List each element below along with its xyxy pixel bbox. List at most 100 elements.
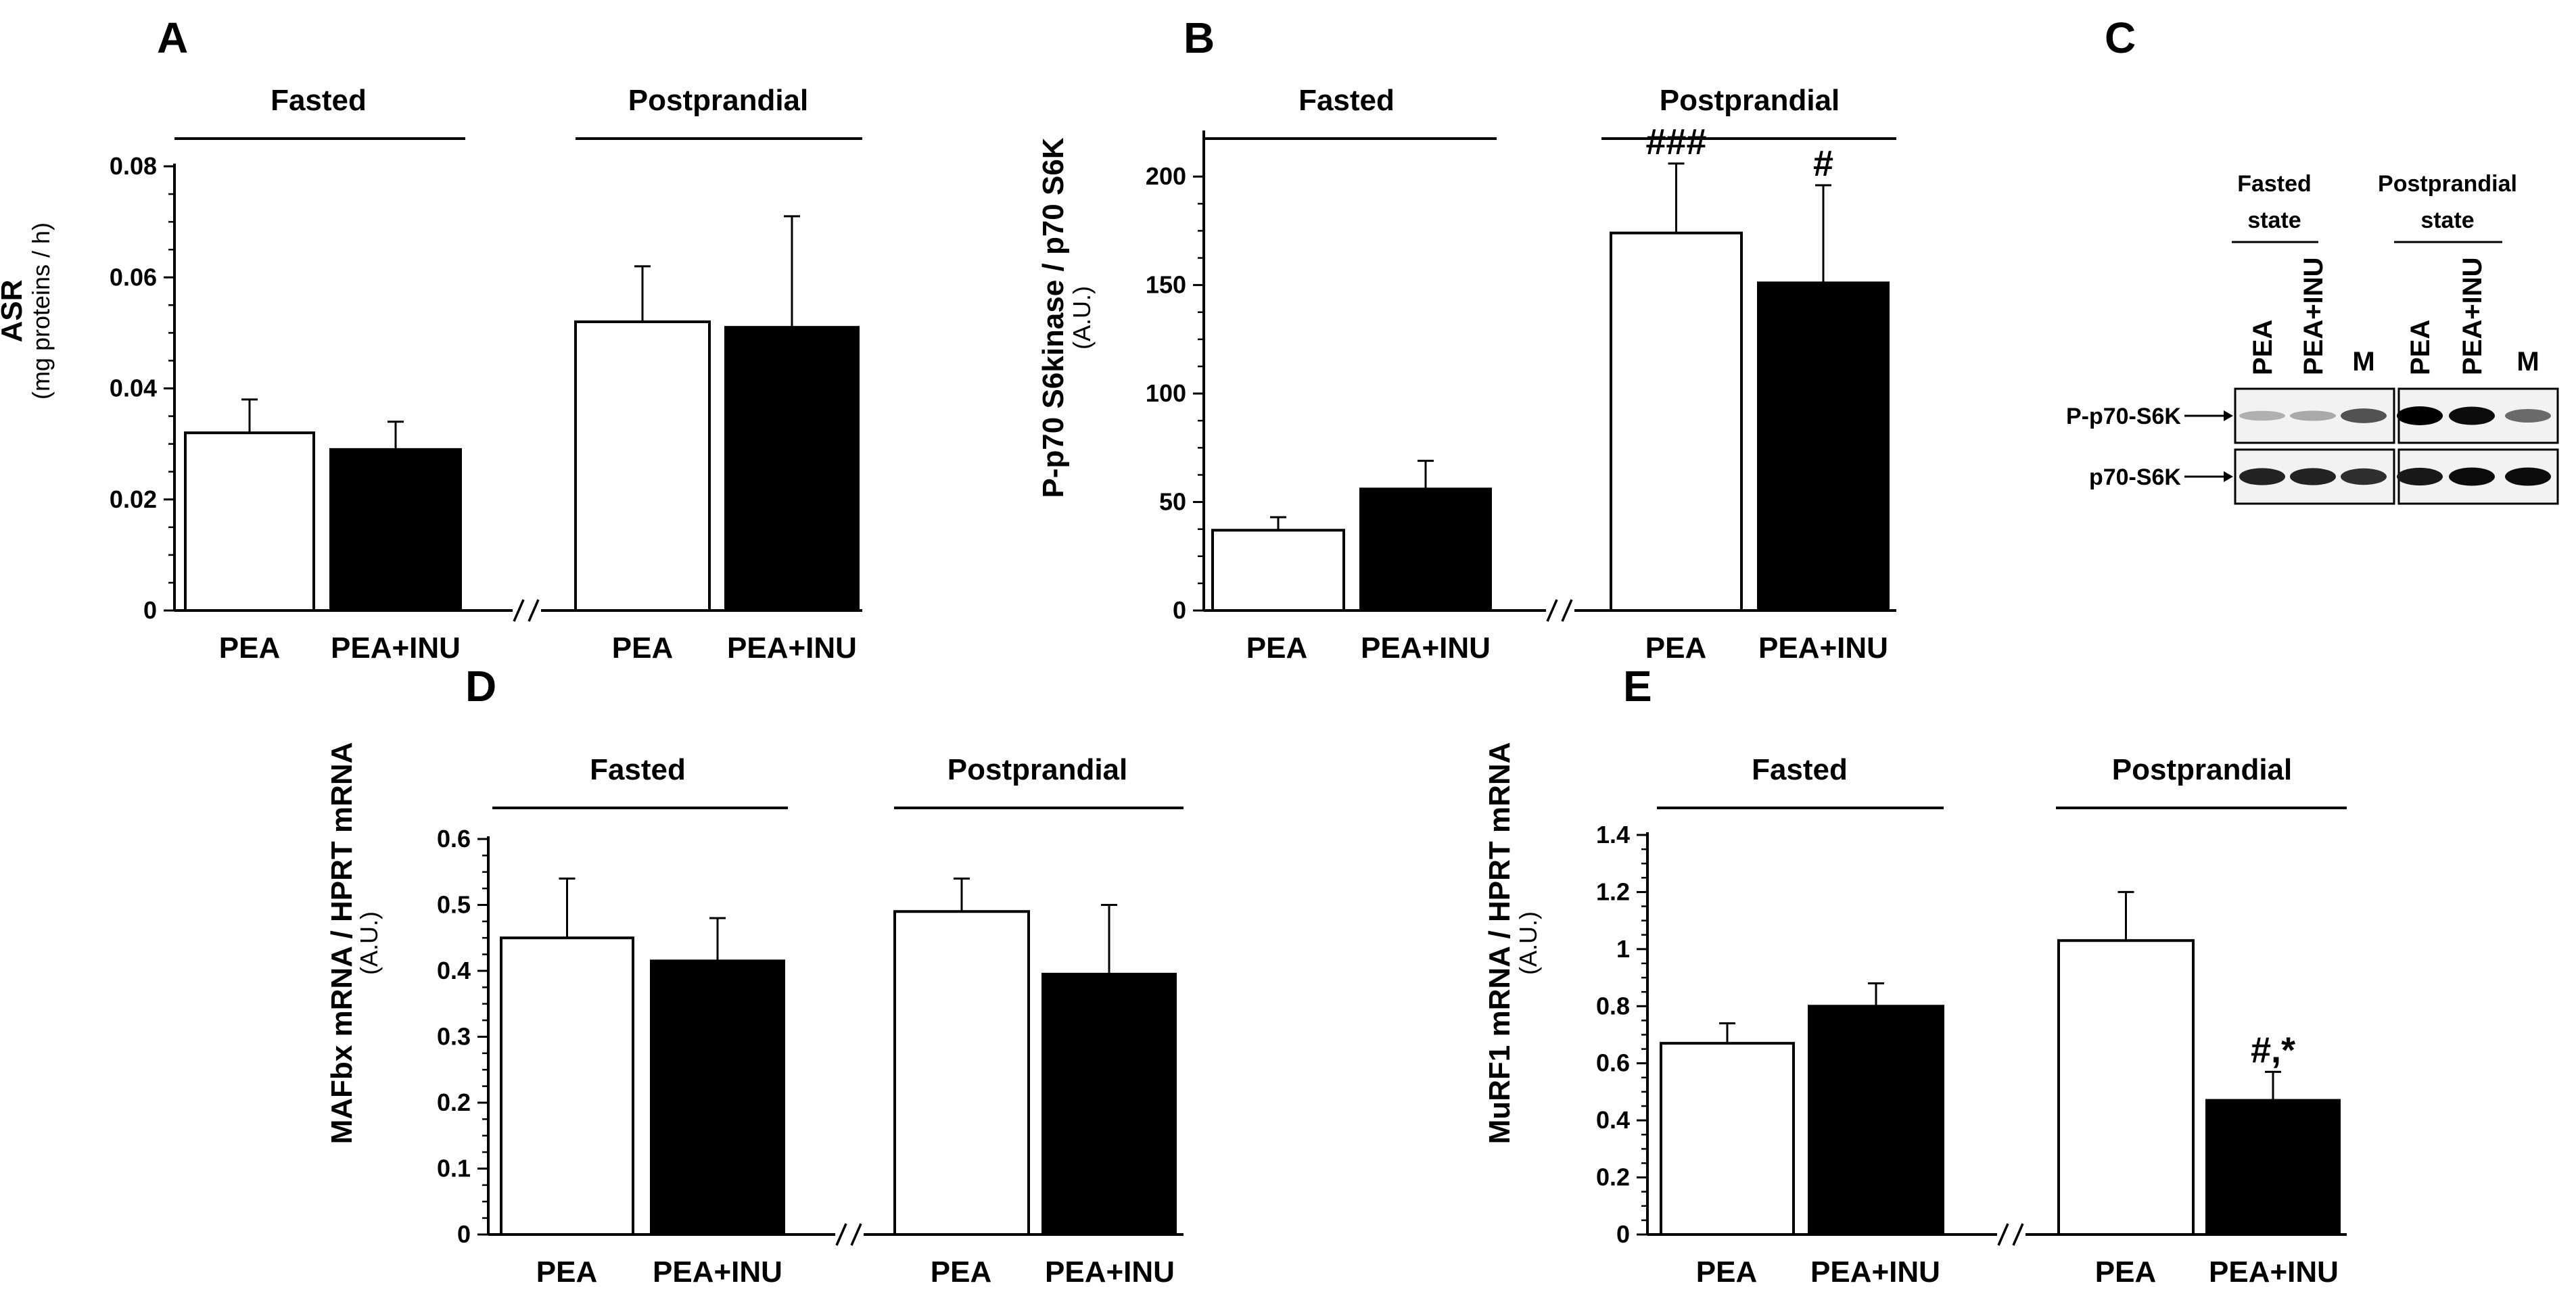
bar-d-fasted-pea — [500, 936, 634, 1236]
x-category-label: PEA — [931, 1255, 991, 1289]
bar-b-fasted-pea-inu — [1359, 487, 1492, 612]
axis-break-mark — [850, 1223, 862, 1246]
bar-d-fasted-pea-inu — [650, 959, 785, 1236]
bar-b-postprandial-pea — [1610, 231, 1743, 613]
panel-letter: D — [465, 662, 496, 711]
blot-band — [2239, 468, 2285, 485]
bar-e-fasted-pea-inu — [1808, 1005, 1944, 1237]
y-tick-label: 0.6 — [437, 825, 471, 853]
blot-band — [2397, 406, 2443, 425]
y-tick-label: 0 — [143, 596, 157, 624]
y-tick-label: 0.2 — [437, 1088, 471, 1116]
panel-letter: E — [1623, 662, 1652, 711]
x-category-label: PEA+INU — [653, 1255, 782, 1289]
x-category-label: PEA — [2095, 1255, 2156, 1289]
blot-band — [2341, 468, 2387, 485]
blot-band — [2239, 410, 2285, 421]
group-label-postprandial: Postprandial — [628, 84, 809, 117]
bar-a-postprandial-pea — [574, 320, 711, 612]
group-label-fasted: Fasted — [590, 753, 686, 786]
y-axis-sublabel: (mg proteins / h) — [27, 222, 55, 400]
panel-c-western-blot: C Fasted state Postprandial state PEA PEA+INU M… — [2066, 14, 2559, 505]
y-tick-label: 0.08 — [110, 152, 157, 180]
x-category-label: PEA — [612, 631, 673, 665]
blot-band — [2341, 408, 2387, 423]
x-category-label: PEA+INU — [2209, 1255, 2339, 1289]
y-axis-label: MAFbx mRNA / HPRT mRNA — [325, 742, 358, 1145]
arrow-icon — [2224, 410, 2233, 421]
y-axis-label: P-p70 S6kinase / p70 S6K — [1037, 137, 1070, 498]
group-label-fasted: Fasted — [271, 84, 367, 117]
axis-break-mark — [835, 1223, 847, 1246]
y-tick-label: 0 — [1173, 596, 1186, 624]
blot-band — [2505, 409, 2551, 423]
blot-band — [2290, 468, 2336, 485]
x-category-label: PEA+INU — [1758, 631, 1888, 665]
y-tick-label: 0.02 — [110, 485, 157, 513]
blot-row-label: p70-S6K — [2089, 464, 2181, 490]
bar-d-postprandial-pea — [893, 910, 1030, 1236]
significance-label: # — [1813, 143, 1833, 184]
panel-letter: C — [2105, 14, 2136, 62]
x-category-label: PEA+INU — [1361, 631, 1491, 665]
blot-band — [2397, 467, 2443, 486]
axis-break-mark — [513, 599, 525, 622]
y-tick-label: 0.5 — [437, 891, 471, 919]
x-category-label: PEA+INU — [727, 631, 857, 665]
y-tick-label: 0.04 — [110, 375, 157, 402]
y-tick-label: 50 — [1159, 488, 1186, 516]
y-axis-sublabel: (A.U.) — [1068, 286, 1096, 350]
y-tick-label: 1 — [1616, 935, 1630, 963]
blot-lane-label: PEA+INU — [2299, 258, 2328, 376]
panel-e-chart: E Fasted Postprandial 0 0.2 0.4 0.6 0.8 1 1.2 1.4 M… — [1483, 662, 2347, 1289]
x-category-label: PEA+INU — [1810, 1255, 1940, 1289]
x-category-label: PEA — [219, 631, 280, 665]
axis-break-mark — [2012, 1223, 2024, 1246]
x-category-label: PEA — [1645, 631, 1706, 665]
x-category-label: PEA — [1246, 631, 1307, 665]
x-category-label: PEA+INU — [331, 631, 461, 665]
x-category-label: PEA+INU — [1045, 1255, 1175, 1289]
bar-e-postprandial-pea — [2057, 939, 2195, 1236]
blot-lane-label: PEA+INU — [2458, 258, 2487, 376]
x-category-label: PEA — [1696, 1255, 1757, 1289]
group-label-postprandial: Postprandial — [2112, 753, 2293, 786]
y-tick-label: 100 — [1146, 379, 1186, 407]
group-label-postprandial: Postprandial — [1660, 84, 1840, 117]
blot-band — [2449, 406, 2495, 425]
blot-header-fasted: Fasted state — [2237, 171, 2312, 233]
significance-label: #,* — [2251, 1030, 2295, 1070]
y-tick-label: 0.4 — [437, 957, 471, 984]
y-tick-label: 200 — [1146, 162, 1186, 190]
axis-break-mark — [528, 599, 540, 622]
y-tick-label: 0.8 — [1596, 992, 1630, 1020]
bar-e-postprandial-pea-inu — [2205, 1099, 2341, 1237]
bar-e-fasted-pea — [1660, 1042, 1795, 1237]
y-tick-label: 0.6 — [1596, 1049, 1630, 1077]
y-axis-label: ASR — [0, 280, 28, 343]
panel-d-chart: D Fasted Postprandial 0 0.1 0.2 0.3 0.4 0.5 0.6 MA… — [325, 662, 1184, 1289]
y-tick-label: 0.3 — [437, 1023, 471, 1051]
blot-row-label: P-p70-S6K — [2066, 404, 2181, 429]
bar-a-fasted-pea-inu — [329, 448, 462, 613]
y-axis-sublabel: (A.U.) — [355, 911, 383, 975]
y-tick-label: 1.2 — [1596, 878, 1630, 905]
bar-b-postprandial-pea-inu — [1757, 281, 1890, 612]
y-tick-label: 0 — [457, 1220, 471, 1248]
blot-lane-label: PEA — [2406, 320, 2435, 375]
y-tick-label: 1.4 — [1596, 821, 1630, 848]
bar-d-postprandial-pea-inu — [1041, 972, 1177, 1236]
y-tick-label: 0 — [1616, 1220, 1630, 1248]
y-tick-label: 0.2 — [1596, 1164, 1630, 1191]
bar-b-fasted-pea — [1211, 529, 1345, 612]
blot-header-postprandial: Postprandial state — [2378, 171, 2517, 233]
axis-break-mark — [1997, 1223, 2009, 1246]
group-label-fasted: Fasted — [1298, 84, 1395, 117]
group-label-postprandial: Postprandial — [947, 753, 1128, 786]
axis-break-mark — [1561, 599, 1573, 622]
group-label-fasted: Fasted — [1752, 753, 1848, 786]
blot-band — [2290, 410, 2336, 421]
panel-b-chart: B Fasted Postprandial 0 50 100 150 200 P-p70 S6k… — [1037, 14, 1896, 665]
y-tick-label: 150 — [1146, 271, 1186, 299]
